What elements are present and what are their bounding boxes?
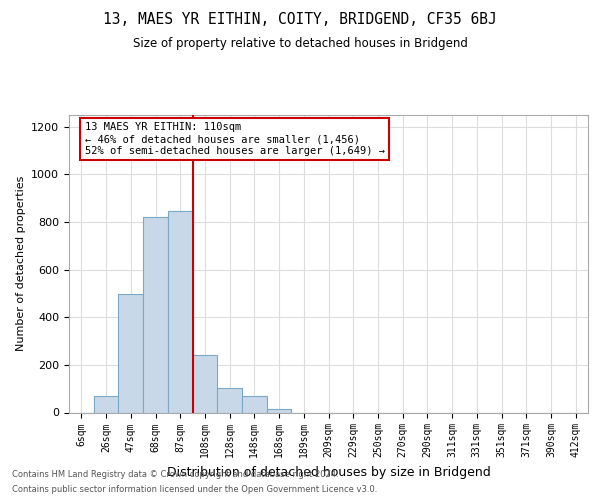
X-axis label: Distribution of detached houses by size in Bridgend: Distribution of detached houses by size … bbox=[167, 466, 490, 479]
Bar bbox=[267, 409, 292, 412]
Bar bbox=[143, 218, 168, 412]
Y-axis label: Number of detached properties: Number of detached properties bbox=[16, 176, 26, 352]
Bar bbox=[168, 212, 193, 412]
Text: 13, MAES YR EITHIN, COITY, BRIDGEND, CF35 6BJ: 13, MAES YR EITHIN, COITY, BRIDGEND, CF3… bbox=[103, 12, 497, 28]
Bar bbox=[193, 356, 217, 412]
Bar bbox=[118, 294, 143, 412]
Text: Contains public sector information licensed under the Open Government Licence v3: Contains public sector information licen… bbox=[12, 485, 377, 494]
Bar bbox=[217, 388, 242, 412]
Bar bbox=[242, 396, 267, 412]
Text: 13 MAES YR EITHIN: 110sqm
← 46% of detached houses are smaller (1,456)
52% of se: 13 MAES YR EITHIN: 110sqm ← 46% of detac… bbox=[85, 122, 385, 156]
Text: Contains HM Land Registry data © Crown copyright and database right 2024.: Contains HM Land Registry data © Crown c… bbox=[12, 470, 338, 479]
Text: Size of property relative to detached houses in Bridgend: Size of property relative to detached ho… bbox=[133, 38, 467, 51]
Bar bbox=[94, 396, 118, 412]
